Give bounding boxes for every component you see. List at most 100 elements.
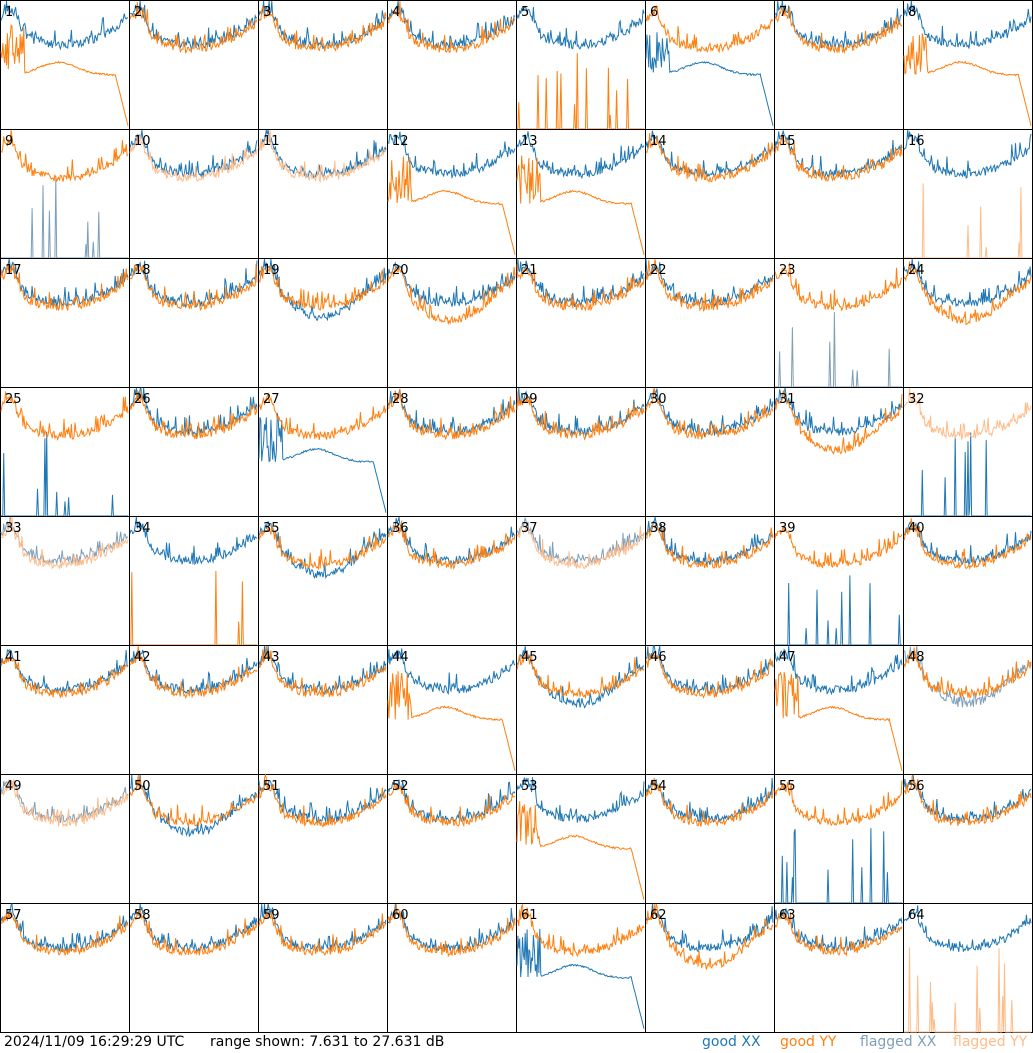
panel-56: 56 xyxy=(903,774,1033,904)
series-yy-line xyxy=(516,904,645,958)
panel-label: 59 xyxy=(263,908,280,923)
panel-frame xyxy=(0,387,130,517)
panel-label: 7 xyxy=(779,5,787,20)
panel-1: 1 xyxy=(0,0,130,130)
panel-frame xyxy=(774,129,904,259)
panel-label: 26 xyxy=(134,392,151,407)
series-xx-line xyxy=(516,6,645,50)
panel-54: 54 xyxy=(645,774,775,904)
panel-frame xyxy=(903,774,1033,904)
panel-label: 19 xyxy=(263,263,280,278)
panel-33: 33 xyxy=(0,516,130,646)
panel-27: 27 xyxy=(258,387,388,517)
series-yy-line xyxy=(774,262,903,312)
panel-frame xyxy=(258,903,388,1033)
panel-37: 37 xyxy=(516,516,646,646)
series-yy-line xyxy=(0,516,129,570)
panel-frame xyxy=(516,387,646,517)
series-yy-line xyxy=(129,2,258,54)
series-yy-line xyxy=(516,522,645,570)
series-xx-line xyxy=(645,903,774,953)
panel-41: 41 xyxy=(0,645,130,775)
panel-14: 14 xyxy=(645,129,775,259)
series-yy-line xyxy=(774,6,903,55)
panel-frame xyxy=(129,0,259,130)
panel-58: 58 xyxy=(129,903,259,1033)
panel-label: 11 xyxy=(263,134,280,149)
panel-frame xyxy=(387,774,517,904)
panel-frame xyxy=(516,903,646,1033)
series-yy-line xyxy=(903,261,1032,326)
series-yy-line xyxy=(0,779,129,828)
series-yy-line xyxy=(129,645,258,700)
panel-11: 11 xyxy=(258,129,388,259)
panel-label: 60 xyxy=(392,908,409,923)
panel-29: 29 xyxy=(516,387,646,517)
panel-12: 12 xyxy=(387,129,517,259)
series-yy-line xyxy=(387,783,516,828)
series-yy-line xyxy=(645,653,774,699)
timestamp: 2024/11/09 16:29:29 UTC xyxy=(4,1034,185,1050)
series-yy-line xyxy=(258,392,387,440)
panel-label: 64 xyxy=(908,908,925,923)
panel-frame xyxy=(645,516,775,646)
series-yy-line xyxy=(516,801,645,900)
panel-frame xyxy=(387,516,517,646)
panel-13: 13 xyxy=(516,129,646,259)
panel-frame xyxy=(387,129,517,259)
panel-47: 47 xyxy=(774,645,904,775)
panel-frame xyxy=(774,645,904,775)
panel-label: 32 xyxy=(908,392,925,407)
panel-frame xyxy=(645,0,775,130)
panel-57: 57 xyxy=(0,902,130,1033)
panel-frame xyxy=(516,258,646,388)
series-xx-line xyxy=(516,517,645,565)
panel-frame xyxy=(645,387,775,517)
panel-label: 37 xyxy=(521,521,538,536)
panel-label: 4 xyxy=(392,5,400,20)
series-yy-line xyxy=(258,129,387,184)
series-xx-line xyxy=(0,0,129,51)
panel-frame xyxy=(387,258,517,388)
panel-label: 9 xyxy=(5,134,13,149)
series-xx-line xyxy=(774,908,903,953)
panel-35: 35 xyxy=(258,516,388,646)
panel-frame xyxy=(0,258,130,388)
legend-flagged-xx: flagged XX xyxy=(860,1034,937,1050)
panel-50: 50 xyxy=(129,774,259,904)
panel-label: 24 xyxy=(908,263,925,278)
series-yy-line xyxy=(516,264,645,312)
series-xx-line xyxy=(516,777,645,824)
panel-label: 46 xyxy=(650,650,667,665)
panel-label: 28 xyxy=(392,392,409,407)
series-yy-line xyxy=(129,389,258,440)
panel-34: 34 xyxy=(129,516,259,646)
panel-frame xyxy=(645,258,775,388)
series-xx-line xyxy=(0,258,129,309)
panel-label: 6 xyxy=(650,5,658,20)
panel-46: 46 xyxy=(645,645,775,775)
series-xx-line xyxy=(903,0,1032,49)
series-xx-line xyxy=(516,258,645,308)
panel-label: 56 xyxy=(908,779,925,794)
panel-frame xyxy=(0,645,130,775)
series-yy-line xyxy=(774,911,903,957)
panel-label: 47 xyxy=(779,650,796,665)
panel-8: 8 xyxy=(903,0,1033,130)
panel-label: 2 xyxy=(134,5,142,20)
panel-frame xyxy=(645,645,775,775)
series-yy-line xyxy=(903,647,1032,698)
series-yy-line xyxy=(387,520,516,570)
series-xx-line xyxy=(903,905,1032,952)
footer: 2024/11/09 16:29:29 UTC range shown: 7.6… xyxy=(0,1033,1033,1053)
series-xx-line xyxy=(903,258,1032,308)
series-xx-line xyxy=(516,387,645,437)
panel-label: 40 xyxy=(908,521,925,536)
panel-48: 48 xyxy=(903,645,1033,775)
panel-label: 49 xyxy=(5,779,22,794)
series-yy-line xyxy=(0,911,129,956)
panel-24: 24 xyxy=(903,258,1033,388)
series-yy-line xyxy=(516,155,645,255)
series-yy-line xyxy=(774,780,903,827)
